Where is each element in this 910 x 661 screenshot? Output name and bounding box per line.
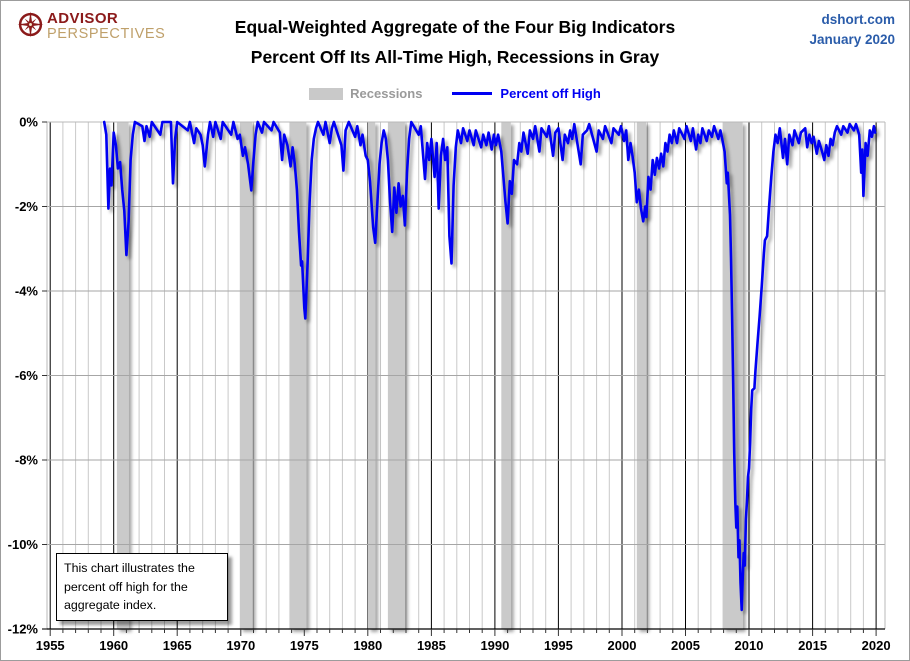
y-tick-label: -8%	[15, 453, 39, 468]
y-tick-label: -2%	[15, 199, 39, 214]
legend-recessions-label: Recessions	[350, 86, 423, 101]
y-tick-label: -6%	[15, 368, 39, 383]
y-tick-label: -10%	[8, 537, 39, 552]
x-tick-label: 1965	[163, 638, 192, 653]
logo-advisor: ADVISOR	[47, 10, 119, 27]
logo-perspectives: PERSPECTIVES	[47, 26, 166, 42]
x-tick-label: 1955	[36, 638, 65, 653]
x-tick-label: 1985	[417, 638, 446, 653]
y-tick-label: -12%	[8, 622, 39, 637]
x-tick-label: 2000	[608, 638, 637, 653]
x-tick-label: 2005	[671, 638, 700, 653]
annotation-text: This chart illustrates the percent off h…	[64, 561, 195, 613]
x-tick-label: 2020	[862, 638, 891, 653]
x-tick-label: 1975	[290, 638, 319, 653]
series-line-swatch	[452, 92, 493, 95]
y-tick-label: 0%	[19, 115, 38, 130]
horizontal-gridlines	[47, 206, 885, 545]
x-tick-label: 2015	[798, 638, 827, 653]
y-tick-label: -4%	[15, 284, 39, 299]
x-tick-label: 2010	[735, 638, 764, 653]
x-tick-label: 1995	[544, 638, 573, 653]
chart-title: Equal-Weighted Aggregate of the Four Big…	[1, 12, 909, 72]
x-axis-labels: 1955 1960 1965 1970 1975 1980 1985 1990 1995 2000…	[36, 638, 891, 653]
legend: Recessions Percent off High	[1, 86, 909, 101]
source-date: January 2020	[809, 32, 895, 47]
source-site: dshort.com	[821, 12, 895, 27]
percent-off-high-line	[102, 120, 877, 612]
chart-title-line2: Percent Off Its All-Time High, Recession…	[250, 47, 660, 67]
x-tick-label: 1970	[226, 638, 255, 653]
compass-rose-icon	[17, 11, 44, 38]
advisor-perspectives-logo: ADVISOR PERSPECTIVES	[17, 11, 165, 42]
y-axis-labels: 0% -2% -4% -6% -8% -10% -12%	[8, 115, 39, 637]
source-block: dshort.com January 2020	[809, 10, 895, 50]
logo-text: ADVISOR PERSPECTIVES	[47, 11, 165, 42]
legend-series-label: Percent off High	[500, 86, 601, 101]
chart-title-line1: Equal-Weighted Aggregate of the Four Big…	[234, 17, 676, 37]
x-tick-label: 1980	[353, 638, 382, 653]
recession-swatch	[309, 87, 344, 100]
axis-ticks	[42, 121, 877, 636]
annotation-box: This chart illustrates the percent off h…	[56, 553, 228, 621]
x-tick-label: 1960	[99, 638, 128, 653]
x-tick-label: 1990	[480, 638, 509, 653]
